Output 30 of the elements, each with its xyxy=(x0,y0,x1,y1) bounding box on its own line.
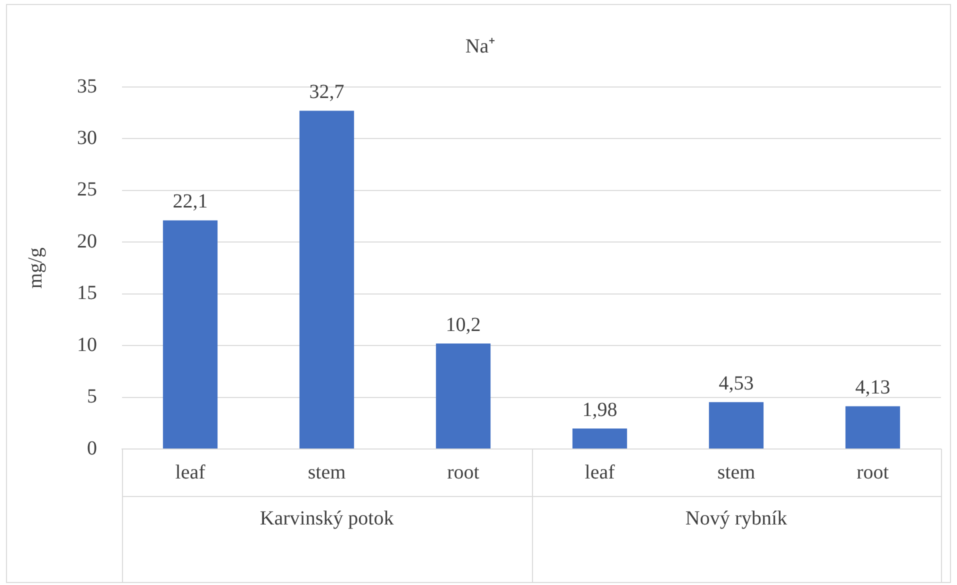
chart-title: Na⁺ xyxy=(465,35,496,58)
y-tick-label: 5 xyxy=(87,386,97,408)
text: Nový rybník xyxy=(685,507,788,530)
bar xyxy=(845,406,900,448)
x-tick-label: root xyxy=(447,461,480,484)
bar xyxy=(162,220,218,448)
bar xyxy=(572,428,628,448)
x-tick-label: stem xyxy=(717,461,756,484)
data-label: 32,7 xyxy=(309,81,344,104)
data-label: 4,13 xyxy=(855,376,890,399)
y-tick-label: 20 xyxy=(77,230,97,252)
text: Karvinský potok xyxy=(260,507,394,530)
data-label: 10,2 xyxy=(446,314,481,336)
data-label: 22,1 xyxy=(172,190,208,213)
y-tick-label: 30 xyxy=(77,126,97,149)
bar xyxy=(299,110,354,448)
y-tick-label: 15 xyxy=(77,282,97,304)
y-tick-label: 10 xyxy=(77,334,97,356)
data-label: 4,53 xyxy=(718,372,754,394)
x-tick-label: leaf xyxy=(584,461,616,484)
bar xyxy=(436,344,491,448)
y-tick-label: 25 xyxy=(77,178,97,201)
y-tick-label: 0 xyxy=(87,437,97,460)
bar xyxy=(708,402,764,448)
x-tick-label: stem xyxy=(308,461,346,484)
y-axis-title: mg/g xyxy=(24,247,46,289)
y-tick-label: 35 xyxy=(77,75,97,98)
x-tick-label: leaf xyxy=(175,461,206,484)
data-label: 1,98 xyxy=(582,398,618,421)
x-tick-label: root xyxy=(856,461,890,484)
